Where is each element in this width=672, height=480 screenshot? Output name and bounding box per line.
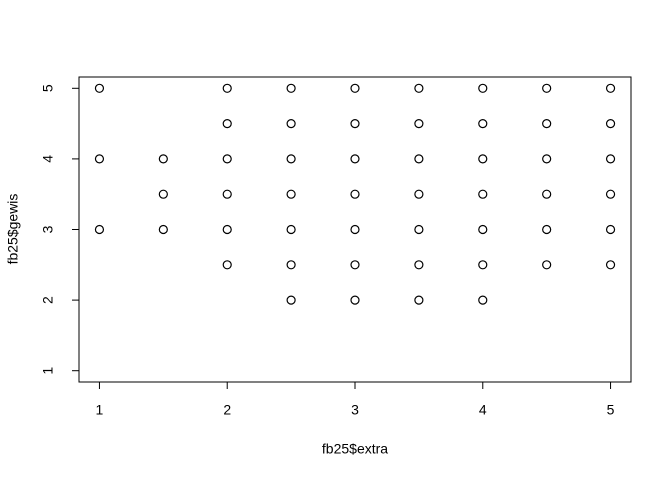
point bbox=[414, 295, 424, 305]
point bbox=[478, 189, 488, 199]
x-tick-label: 5 bbox=[607, 402, 615, 418]
point bbox=[158, 189, 168, 199]
point bbox=[605, 154, 616, 164]
point bbox=[350, 154, 360, 164]
point bbox=[222, 118, 232, 129]
point bbox=[94, 224, 105, 235]
point bbox=[158, 224, 168, 235]
point bbox=[350, 260, 360, 270]
point bbox=[478, 295, 488, 305]
point bbox=[414, 83, 424, 93]
point bbox=[605, 83, 616, 93]
point bbox=[605, 224, 616, 235]
point bbox=[478, 83, 488, 93]
point bbox=[286, 189, 296, 199]
point bbox=[542, 260, 552, 270]
point bbox=[350, 83, 360, 93]
point bbox=[414, 189, 424, 199]
point bbox=[605, 118, 616, 129]
y-tick-label: 3 bbox=[40, 225, 56, 233]
point bbox=[542, 189, 552, 199]
y-axis-label: fb25$gewis bbox=[5, 194, 21, 265]
point bbox=[414, 224, 424, 235]
point bbox=[478, 118, 488, 129]
point bbox=[478, 224, 488, 235]
point bbox=[605, 189, 616, 199]
point bbox=[350, 295, 360, 305]
y-tick-label: 2 bbox=[40, 296, 56, 304]
point bbox=[286, 154, 296, 164]
point bbox=[478, 260, 488, 270]
point bbox=[286, 118, 296, 129]
point bbox=[286, 83, 296, 93]
point bbox=[222, 189, 232, 199]
point bbox=[222, 83, 232, 93]
point bbox=[222, 154, 232, 164]
point bbox=[478, 154, 488, 164]
point bbox=[158, 154, 168, 164]
point bbox=[414, 154, 424, 164]
point bbox=[222, 224, 232, 235]
x-tick-label: 4 bbox=[479, 402, 487, 418]
x-axis-label: fb25$extra bbox=[322, 441, 388, 457]
point bbox=[286, 295, 296, 305]
point bbox=[542, 224, 552, 235]
point bbox=[222, 260, 232, 270]
point bbox=[542, 118, 552, 129]
point bbox=[542, 83, 552, 93]
point bbox=[605, 260, 616, 270]
y-tick-label: 1 bbox=[40, 367, 56, 375]
point bbox=[94, 154, 105, 164]
point bbox=[542, 154, 552, 164]
point bbox=[414, 118, 424, 129]
y-tick-label: 5 bbox=[40, 84, 56, 92]
point bbox=[286, 260, 296, 270]
x-tick-label: 2 bbox=[223, 402, 231, 418]
x-tick-label: 1 bbox=[96, 402, 104, 418]
point bbox=[350, 224, 360, 235]
point bbox=[94, 83, 105, 93]
point bbox=[286, 224, 296, 235]
x-tick-label: 3 bbox=[351, 402, 359, 418]
point bbox=[350, 118, 360, 129]
plot-box bbox=[78, 76, 632, 383]
point bbox=[414, 260, 424, 270]
y-tick-label: 4 bbox=[40, 155, 56, 163]
point bbox=[350, 189, 360, 199]
